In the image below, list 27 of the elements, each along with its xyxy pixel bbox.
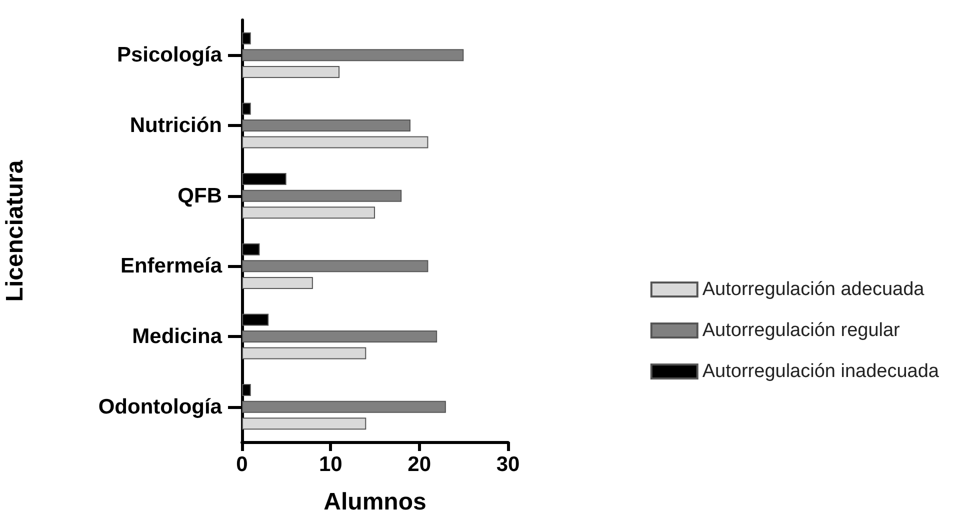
y-tick-label: Nutrición — [130, 114, 222, 137]
x-axis-title: Alumnos — [324, 488, 426, 516]
x-tick-label: 0 — [236, 453, 248, 476]
bar — [242, 136, 428, 148]
y-tick-label: Enfermeía — [120, 254, 222, 278]
legend-label: Autorregulación adecuada — [702, 279, 925, 300]
y-tick-label: Medicina — [132, 325, 222, 348]
bar — [242, 400, 446, 413]
bar — [242, 49, 464, 62]
bar — [242, 206, 375, 219]
x-tick-label: 30 — [496, 453, 520, 476]
legend-label: Autorregulación inadecuada — [702, 361, 940, 382]
bar — [242, 276, 313, 289]
legend-label: Autorregulación regular — [702, 320, 901, 341]
x-tick-label: 10 — [318, 453, 342, 476]
bar — [242, 66, 340, 78]
y-tick-label: QFB — [178, 184, 222, 208]
bar — [242, 190, 402, 202]
bar — [242, 418, 366, 430]
bar — [242, 260, 428, 272]
bar — [242, 330, 438, 342]
y-tick-label: Psicología — [116, 44, 222, 67]
bar — [242, 120, 410, 132]
y-axis-title: Licenciatura — [2, 160, 28, 302]
y-tick-label: Odontología — [98, 395, 222, 418]
bar — [242, 347, 366, 360]
x-tick-label: 20 — [408, 453, 432, 476]
